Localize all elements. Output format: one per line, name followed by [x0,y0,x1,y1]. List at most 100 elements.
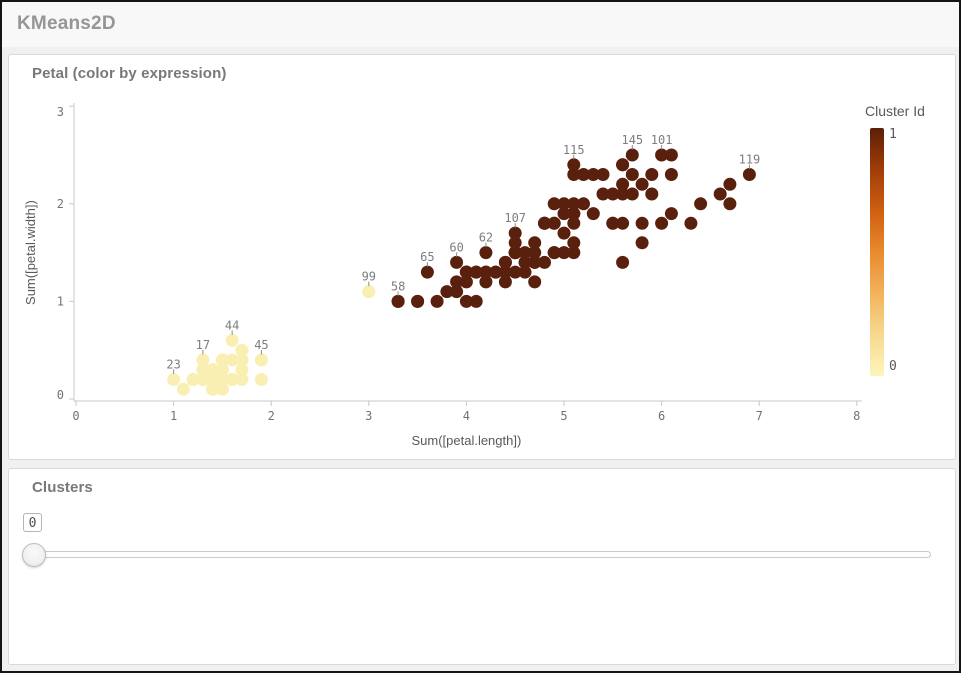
data-point[interactable] [616,255,630,269]
data-point[interactable] [596,168,610,181]
data-point[interactable] [577,197,590,211]
data-point[interactable] [713,187,727,201]
data-point[interactable] [557,207,571,221]
data-point[interactable] [450,275,464,289]
data-point[interactable] [616,177,630,191]
data-point[interactable] [586,207,600,221]
data-point[interactable] [645,168,659,181]
data-point[interactable] [567,216,581,230]
data-point[interactable] [645,187,659,201]
data-point[interactable] [508,265,522,279]
clusters-slider-track[interactable] [22,543,931,567]
data-point[interactable] [742,168,756,181]
data-point[interactable] [498,275,512,289]
data-point[interactable] [420,265,434,279]
data-point[interactable] [547,246,561,260]
data-point[interactable] [459,294,473,308]
data-point[interactable] [567,236,581,250]
data-point[interactable] [215,373,229,386]
data-point[interactable] [235,363,249,377]
data-point[interactable] [723,197,737,211]
data-point[interactable] [479,246,493,260]
data-point[interactable] [176,382,190,396]
data-point[interactable] [528,236,542,250]
data-point[interactable] [596,187,610,201]
data-point[interactable] [635,177,649,191]
data-point[interactable] [254,373,268,386]
data-point[interactable] [635,236,649,250]
data-point[interactable] [538,255,551,269]
data-point[interactable] [479,275,493,289]
data-point[interactable] [206,382,220,396]
data-point[interactable] [557,197,571,211]
data-point[interactable] [225,373,239,386]
data-point[interactable] [450,255,464,269]
data-point[interactable] [664,207,678,221]
data-point[interactable] [225,333,239,347]
data-point[interactable] [625,148,639,162]
data-point[interactable] [440,285,454,299]
data-point[interactable] [450,285,464,299]
data-point[interactable] [528,275,542,289]
data-point[interactable] [567,246,581,260]
data-point[interactable] [616,216,630,230]
data-point[interactable] [567,158,581,172]
data-point[interactable] [235,343,249,357]
data-point[interactable] [684,216,698,230]
data-point[interactable] [206,373,220,386]
data-point[interactable] [538,216,551,230]
data-point[interactable] [616,158,630,172]
data-point[interactable] [430,294,444,308]
data-point[interactable] [567,207,581,221]
data-point[interactable] [469,294,483,308]
data-point[interactable] [557,226,571,240]
data-point[interactable] [567,168,581,181]
data-point[interactable] [489,265,503,279]
data-point[interactable] [547,197,561,211]
data-point[interactable] [625,168,639,181]
data-point[interactable] [254,353,268,367]
data-point[interactable] [479,265,493,279]
data-point[interactable] [557,246,571,260]
data-point[interactable] [606,216,620,230]
data-point[interactable] [694,197,708,211]
data-point[interactable] [459,275,473,289]
data-point[interactable] [606,187,620,201]
data-point[interactable] [664,168,678,181]
data-point[interactable] [508,226,522,240]
data-point[interactable] [391,294,405,308]
data-point[interactable] [235,373,249,386]
data-point[interactable] [498,255,512,269]
data-point[interactable] [206,363,220,377]
data-point[interactable] [167,373,181,386]
data-point[interactable] [625,187,639,201]
data-point[interactable] [567,197,581,211]
data-point[interactable] [225,353,239,367]
data-point[interactable] [655,148,669,162]
data-point[interactable] [664,148,678,162]
data-point[interactable] [518,255,532,269]
scatter-plot[interactable]: 0 1 2 3 4 5 6 7 80123Sum([petal.length])Sum([pet… [9,55,955,459]
data-point[interactable] [616,187,630,201]
data-point[interactable] [528,246,542,260]
slider-value-badge[interactable]: 0 [23,513,42,532]
data-point[interactable] [186,373,200,386]
data-point[interactable] [362,285,376,299]
data-point[interactable] [547,216,561,230]
data-point[interactable] [723,177,737,191]
clusters-slider-handle[interactable] [22,543,46,567]
data-point[interactable] [469,265,483,279]
data-point[interactable] [196,363,210,377]
data-point[interactable] [215,353,229,367]
data-point[interactable] [196,353,210,367]
data-point[interactable] [498,265,512,279]
data-point[interactable] [411,294,425,308]
data-point[interactable] [508,246,522,260]
data-point[interactable] [196,373,210,386]
data-point[interactable] [586,168,600,181]
data-point[interactable] [577,168,590,181]
data-point[interactable] [215,382,229,396]
data-point[interactable] [655,216,669,230]
data-point[interactable] [518,265,532,279]
data-point[interactable] [635,216,649,230]
